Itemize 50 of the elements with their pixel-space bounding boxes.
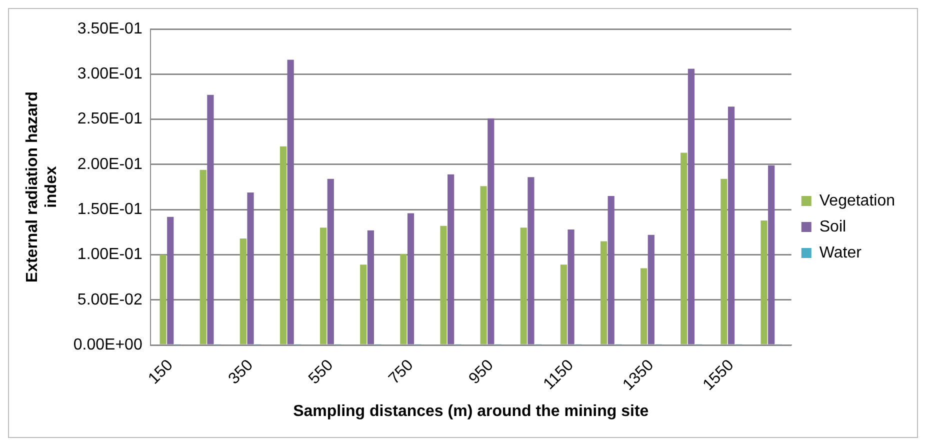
bar (528, 177, 534, 344)
y-tick-label: 1.00E-01 (77, 246, 142, 264)
y-axis-title: External radiation hazard index (24, 91, 60, 283)
bar (560, 264, 567, 344)
x-tick-label: 550 (306, 356, 337, 388)
bar (768, 165, 775, 344)
y-tick-label: 2.00E-01 (77, 156, 142, 173)
bar (240, 238, 246, 344)
y-tick-label: 3.00E-01 (77, 66, 142, 83)
bar (207, 94, 214, 344)
bar (600, 241, 608, 344)
bar (360, 264, 367, 344)
bar (247, 192, 254, 344)
y-tick-label: 0.00E+00 (73, 336, 142, 354)
x-tick-label: 750 (386, 356, 417, 388)
bar (608, 196, 614, 344)
bar (280, 146, 287, 344)
bar (488, 118, 494, 344)
legend-label: Soil (819, 218, 846, 236)
x-tick-label: 350 (226, 356, 257, 388)
bar (440, 226, 447, 344)
bar (160, 254, 166, 344)
x-tick-label: 150 (145, 356, 176, 388)
bar (400, 254, 407, 344)
bar (568, 229, 574, 344)
bar (367, 230, 374, 344)
bar (407, 213, 414, 344)
bar (760, 220, 768, 344)
bar (688, 68, 695, 344)
y-tick-label: 1.50E-01 (77, 201, 142, 218)
legend-label: Water (819, 244, 862, 262)
bar (720, 178, 728, 344)
legend-label: Vegetation (819, 192, 895, 210)
x-tick-label: 950 (466, 356, 497, 388)
y-tick-label: 3.50E-01 (77, 20, 142, 38)
bar (648, 234, 654, 344)
bar (640, 268, 648, 344)
bar (448, 174, 454, 344)
bar (167, 216, 174, 344)
bar (327, 178, 334, 344)
y-tick-label: 2.50E-01 (77, 110, 142, 128)
bar (200, 170, 206, 344)
bar (728, 106, 735, 344)
x-axis-title: Sampling distances (m) around the mining site (293, 402, 649, 420)
bar (287, 60, 294, 344)
bar (680, 152, 688, 344)
y-tick-label: 5.00E-02 (77, 291, 142, 308)
bar (320, 228, 327, 344)
bar (520, 228, 527, 344)
bar (480, 186, 487, 344)
